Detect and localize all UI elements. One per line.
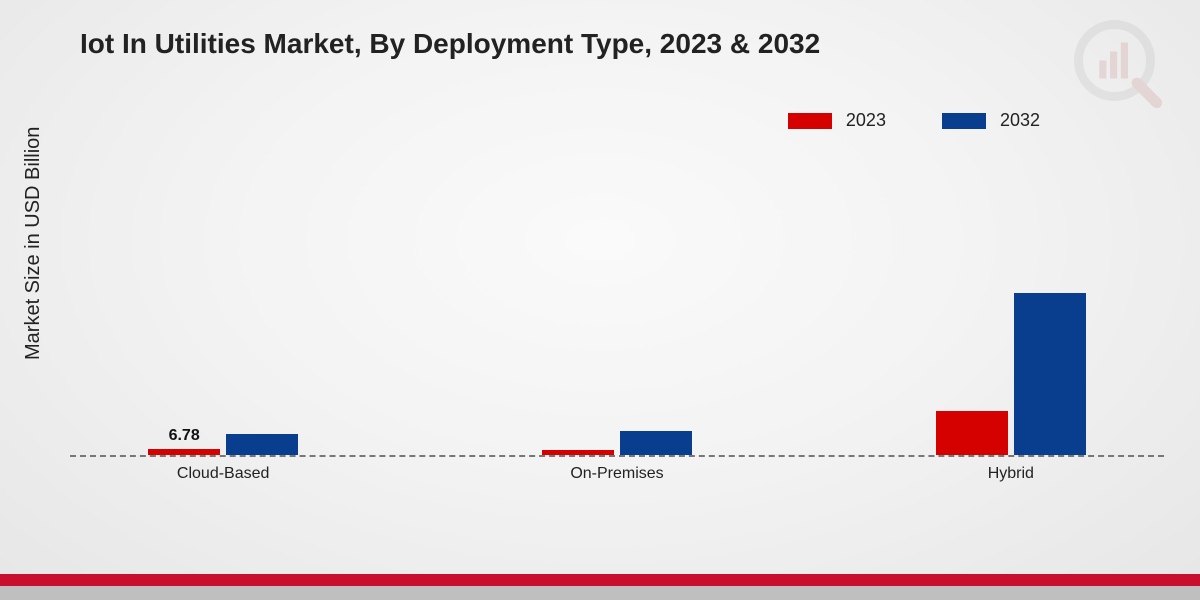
baseline-rule	[70, 455, 1164, 457]
y-axis-label: Market Size in USD Billion	[22, 127, 45, 360]
value-annotation: 6.78	[169, 427, 200, 445]
legend-label-2032: 2032	[1000, 110, 1040, 131]
chart-title: Iot In Utilities Market, By Deployment T…	[80, 28, 820, 60]
legend-item-2032: 2032	[942, 110, 1040, 131]
legend: 2023 2032	[788, 110, 1040, 131]
bar-hybrid-2023	[936, 411, 1008, 455]
watermark-logo-icon	[1074, 20, 1164, 110]
x-label-on-premises: On-Premises	[570, 465, 663, 483]
legend-swatch-2023	[788, 113, 832, 129]
footer-grey-bar	[0, 586, 1200, 600]
bar-on-premises-2023	[542, 450, 614, 455]
x-label-hybrid: Hybrid	[988, 465, 1034, 483]
bar-on-premises-2032	[620, 431, 692, 456]
footer-band	[0, 574, 1200, 600]
footer-red-bar	[0, 574, 1200, 586]
chart-canvas: Iot In Utilities Market, By Deployment T…	[0, 0, 1200, 600]
legend-swatch-2032	[942, 113, 986, 129]
legend-item-2023: 2023	[788, 110, 886, 131]
x-label-cloud-based: Cloud-Based	[177, 465, 270, 483]
bar-hybrid-2032	[1014, 293, 1086, 455]
plot-area: Cloud-Based On-Premises Hybrid 6.78	[70, 160, 1164, 520]
bar-cloud-based-2023	[148, 449, 220, 456]
legend-label-2023: 2023	[846, 110, 886, 131]
bar-cloud-based-2032	[226, 434, 298, 456]
